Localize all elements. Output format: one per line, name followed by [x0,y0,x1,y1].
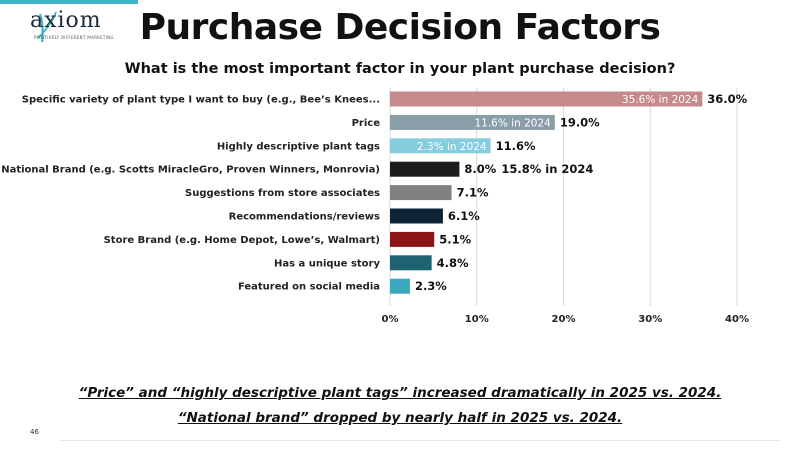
value-label: 8.0% [464,162,496,176]
logo-tagline: POSITIVELY DIFFERENT MARKETING [34,35,114,40]
x-tick-label: 10% [465,314,489,325]
bar [390,255,432,271]
logo-text: axiom [30,8,102,33]
value-label: 5.1% [439,232,471,246]
top-accent-rule [0,0,138,4]
value-label: 6.1% [448,209,480,223]
annotation-2024: 2.3% in 2024 [417,141,487,153]
x-tick-label: 20% [552,314,576,325]
value-label: 11.6% [496,139,536,153]
value-label: 2.3% [415,279,447,293]
bar [390,185,452,201]
logo-swoosh-icon [37,11,57,43]
x-tick-label: 40% [725,314,749,325]
bar [390,114,555,130]
chart-title: What is the most important factor in you… [124,61,676,77]
category-label: Highly descriptive plant tags [217,141,380,152]
x-tick-label: 30% [638,314,662,325]
slide-title: Purchase Decision Factors [139,7,661,48]
footnote-national-brand: “National brand” dropped by nearly half … [177,410,623,426]
annotation-2024: 15.8% in 2024 [501,162,593,176]
value-label: 36.0% [707,92,747,106]
value-label: 19.0% [560,115,600,129]
bar [390,161,460,177]
value-label: 4.8% [437,256,469,270]
category-label: Has a unique story [274,258,381,269]
category-label: Suggestions from store associates [185,188,380,199]
value-label: 7.1% [457,186,489,200]
annotation-2024: 11.6% in 2024 [474,117,551,129]
footer-divider [60,440,780,441]
category-label: National Brand (e.g. Scotts MiracleGro, … [1,165,380,176]
annotation-2024: 35.6% in 2024 [622,94,699,106]
x-tick-label: 0% [382,314,399,325]
page-number: 46 [30,428,39,436]
bar [390,278,410,294]
category-label: Featured on social media [238,282,380,293]
bar-chart: 0% 10% 20% 30% 40% Specific variety of plant … [1,88,749,325]
category-label: Recommendations/reviews [229,212,380,223]
footnote-price-tags: “Price” and “highly descriptive plant ta… [78,385,722,401]
category-label: Price [352,118,381,129]
bar [390,138,491,154]
category-label: Specific variety of plant type I want to… [22,95,380,106]
bar [390,231,435,247]
category-label: Store Brand (e.g. Home Depot, Lowe’s, Wa… [104,235,380,246]
axiom-logo: axiom POSITIVELY DIFFERENT MARKETING [30,8,114,44]
bar [390,91,703,107]
bar [390,208,443,224]
